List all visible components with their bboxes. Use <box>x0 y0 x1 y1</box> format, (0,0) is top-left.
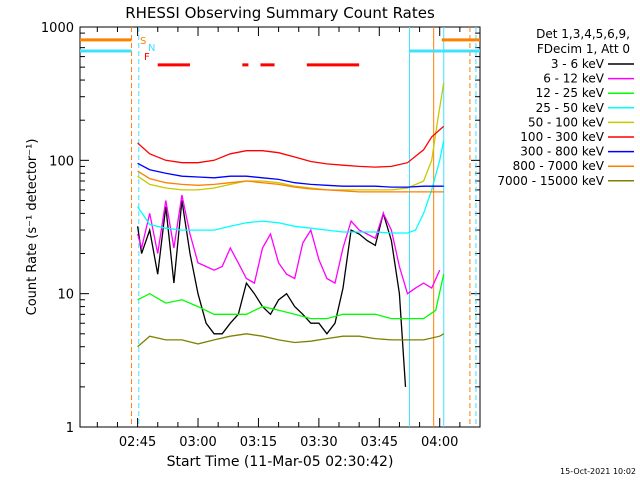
series-line <box>137 274 445 320</box>
series-line <box>137 140 445 234</box>
y-tick-label: 100 <box>49 154 74 169</box>
flag-label: S <box>140 36 146 47</box>
x-tick-label: 04:00 <box>421 435 458 450</box>
x-tick-label: 03:00 <box>179 435 216 450</box>
series-line <box>137 170 444 193</box>
legend-entry-label: 800 - 7000 keV <box>513 159 605 173</box>
legend-entry-label: 300 - 800 keV <box>520 145 604 159</box>
legend-entry-label: 6 - 12 keV <box>543 72 605 86</box>
series-line <box>137 82 445 191</box>
legend-entry-label: 3 - 6 keV <box>551 57 605 71</box>
x-axis-label: Start Time (11-Mar-05 02:30:42) <box>167 454 394 470</box>
series-line <box>137 162 444 188</box>
legend-entry-label: 25 - 50 keV <box>536 101 605 115</box>
chart-title: RHESSI Observing Summary Count Rates <box>125 4 435 22</box>
legend-entry-label: 50 - 100 keV <box>528 115 605 129</box>
x-tick-label: 03:15 <box>240 435 277 450</box>
legend-entry-label: 7000 - 15000 keV <box>497 174 604 188</box>
plot-frame <box>79 26 481 428</box>
series-line <box>137 333 445 348</box>
y-axis-label: Count Rate (s⁻¹ detector⁻¹) <box>25 139 40 316</box>
instrument-flags: SNF <box>80 36 480 67</box>
series-line <box>136 194 441 295</box>
legend-entry-label: 12 - 25 keV <box>536 86 605 100</box>
series-line <box>136 200 407 387</box>
y-tick-label: 10 <box>57 288 74 303</box>
legend-header-line-1: Det 1,3,4,5,6,9, <box>536 27 630 41</box>
vertical-markers <box>131 27 477 427</box>
x-tick-label: 03:30 <box>300 435 337 450</box>
axis-ticks <box>80 27 480 428</box>
x-tick-label: 02:45 <box>119 435 156 450</box>
y-tick-label: 1 <box>66 421 74 436</box>
flag-label: N <box>148 43 155 54</box>
footer-timestamp: 15-Oct-2021 10:02 <box>560 467 636 476</box>
x-tick-labels: 02:45 03:00 03:15 03:30 03:45 04:00 <box>119 435 459 450</box>
y-tick-label: 1000 <box>41 21 74 36</box>
series-layer <box>136 82 445 387</box>
flag-label: F <box>144 52 150 63</box>
series-line <box>137 125 445 168</box>
legend-header-line-2: FDecim 1, Att 0 <box>537 42 630 56</box>
legend-entry-label: 100 - 300 keV <box>520 130 604 144</box>
y-tick-labels: 1 10 100 1000 <box>41 21 74 436</box>
x-tick-label: 03:45 <box>361 435 398 450</box>
legend: Det 1,3,4,5,6,9, FDecim 1, Att 0 3 - 6 k… <box>497 27 634 188</box>
